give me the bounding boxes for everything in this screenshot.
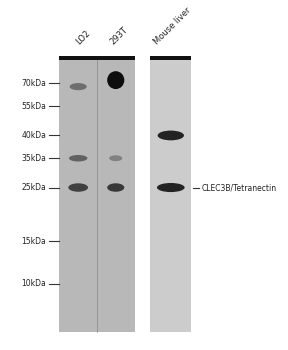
Text: CLEC3B/Tetranectin: CLEC3B/Tetranectin bbox=[202, 183, 277, 192]
Bar bbox=[59, 56, 134, 332]
Ellipse shape bbox=[158, 131, 184, 140]
Text: 35kDa: 35kDa bbox=[21, 154, 46, 163]
Bar bbox=[59, 56, 134, 60]
Ellipse shape bbox=[69, 155, 88, 161]
Ellipse shape bbox=[70, 83, 87, 90]
Ellipse shape bbox=[109, 155, 122, 161]
Bar bbox=[150, 56, 191, 60]
Ellipse shape bbox=[157, 183, 185, 192]
Text: 55kDa: 55kDa bbox=[21, 102, 46, 111]
Text: 10kDa: 10kDa bbox=[22, 279, 46, 288]
Ellipse shape bbox=[107, 183, 124, 192]
Text: LO2: LO2 bbox=[74, 28, 92, 46]
Bar bbox=[150, 56, 191, 332]
Text: 15kDa: 15kDa bbox=[22, 237, 46, 246]
Text: 293T: 293T bbox=[108, 25, 130, 46]
Text: 40kDa: 40kDa bbox=[21, 131, 46, 140]
Text: 25kDa: 25kDa bbox=[22, 183, 46, 192]
Ellipse shape bbox=[107, 71, 124, 89]
Text: Mouse liver: Mouse liver bbox=[152, 5, 193, 46]
Ellipse shape bbox=[68, 183, 88, 192]
Text: 70kDa: 70kDa bbox=[21, 79, 46, 88]
